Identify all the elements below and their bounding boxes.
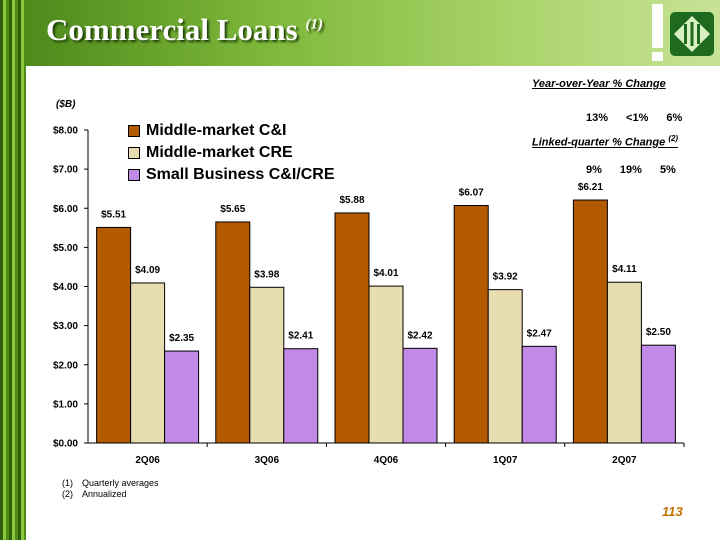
footnote-number: (1) (62, 478, 73, 488)
data-label-c-and-i: $5.88 (339, 195, 364, 206)
bar-c-and-i (572, 199, 608, 444)
bar-c-and-i (215, 221, 251, 444)
x-tick-label: 4Q06 (374, 455, 399, 466)
title-footnote-marker: (1) (305, 16, 323, 33)
legend-label: Middle-market CRE (146, 144, 293, 161)
legend-swatch-cre (128, 147, 140, 159)
data-label-small-business: $2.41 (288, 331, 313, 342)
x-tick-label: 2Q07 (612, 455, 637, 466)
bar-small-business (283, 348, 319, 444)
yoy-value: 6% (666, 112, 683, 124)
page-number: 113 (662, 504, 683, 519)
yoy-value: 13% (586, 112, 609, 124)
lq-values-row: 9% 19% 5% (586, 164, 676, 176)
lq-heading: Linked-quarter % Change (2) (532, 134, 678, 149)
legend-item-cre: Middle-market CRE (128, 142, 335, 164)
chart-data-labels: $5.51 $4.09 $2.35 $5.65 $3.98 $2.41 $5.88 $4.01… (101, 182, 671, 344)
data-label-cre: $3.92 (493, 272, 518, 283)
bar-cre (368, 285, 404, 444)
bank-logo-icon (670, 12, 714, 56)
lq-value: 19% (619, 164, 642, 176)
legend-item-small-business: Small Business C&I/CRE (128, 164, 335, 186)
bar-cre (130, 282, 166, 444)
y-tick-label: $1.00 (53, 399, 78, 410)
data-label-c-and-i: $6.21 (578, 182, 603, 193)
y-tick-label: $2.00 (53, 360, 78, 371)
bar-cre (249, 286, 285, 444)
exclamation-dot-decoration (652, 52, 663, 61)
lq-value: 5% (659, 164, 676, 176)
x-tick-label: 2Q06 (135, 455, 160, 466)
exclamation-bar-decoration (652, 4, 663, 48)
x-tick-label: 3Q06 (255, 455, 280, 466)
data-label-cre: $4.09 (135, 265, 160, 276)
yoy-values-row: 13% <1% 6% (586, 112, 682, 124)
y-tick-label: $0.00 (53, 439, 78, 450)
data-label-cre: $3.98 (254, 269, 279, 280)
y-tick-label: $5.00 (53, 243, 78, 254)
footnotes: (1) Quarterly averages (2) Annualized (62, 478, 159, 500)
x-tick-label: 1Q07 (493, 455, 518, 466)
legend-label: Middle-market C&I (146, 122, 287, 139)
bar-cre (606, 281, 642, 444)
data-label-c-and-i: $5.65 (220, 204, 245, 215)
data-label-c-and-i: $5.51 (101, 209, 126, 220)
bar-cre (487, 289, 523, 444)
bar-small-business (640, 344, 676, 444)
data-label-c-and-i: $6.07 (459, 188, 484, 199)
data-label-small-business: $2.47 (527, 328, 552, 339)
legend-swatch-c-and-i (128, 125, 140, 137)
chart-legend: Middle-market C&I Middle-market CRE Smal… (128, 120, 335, 186)
y-tick-label: $6.00 (53, 204, 78, 215)
bar-small-business (164, 350, 200, 444)
legend-swatch-small-business (128, 169, 140, 181)
data-label-small-business: $2.50 (646, 327, 671, 338)
left-stripe-decoration (0, 0, 26, 540)
title-banner (26, 0, 720, 66)
bar-c-and-i (453, 205, 489, 444)
y-tick-label: $3.00 (53, 321, 78, 332)
legend-item-c-and-i: Middle-market C&I (128, 120, 335, 142)
yoy-value: <1% (626, 112, 649, 124)
data-label-small-business: $2.35 (169, 333, 194, 344)
yoy-heading: Year-over-Year % Change (532, 78, 666, 90)
slide-title-text: Commercial Loans (46, 12, 298, 47)
data-label-cre: $4.01 (373, 268, 398, 279)
chart-bars (96, 199, 676, 444)
footnote-2: (2) Annualized (62, 489, 159, 500)
data-label-cre: $4.11 (612, 264, 637, 275)
lq-heading-text: Linked-quarter % Change (532, 136, 666, 149)
footnote-1: (1) Quarterly averages (62, 478, 159, 489)
lq-value: 9% (586, 164, 602, 176)
footnote-text: Annualized (82, 489, 127, 499)
bar-small-business (402, 347, 438, 444)
legend-label: Small Business C&I/CRE (146, 166, 335, 183)
bar-c-and-i (96, 226, 132, 444)
slide-title: Commercial Loans (1) (46, 12, 323, 48)
lq-footnote-marker: (2) (668, 134, 679, 143)
y-tick-label: $8.00 (53, 126, 78, 137)
bar-c-and-i (334, 212, 370, 444)
y-unit-label: ($B) (56, 99, 76, 110)
footnote-number: (2) (62, 489, 73, 499)
footnote-text: Quarterly averages (82, 478, 159, 488)
bar-small-business (521, 345, 557, 444)
y-tick-label: $4.00 (53, 282, 78, 293)
data-label-small-business: $2.42 (407, 330, 432, 341)
y-tick-label: $7.00 (53, 165, 78, 176)
